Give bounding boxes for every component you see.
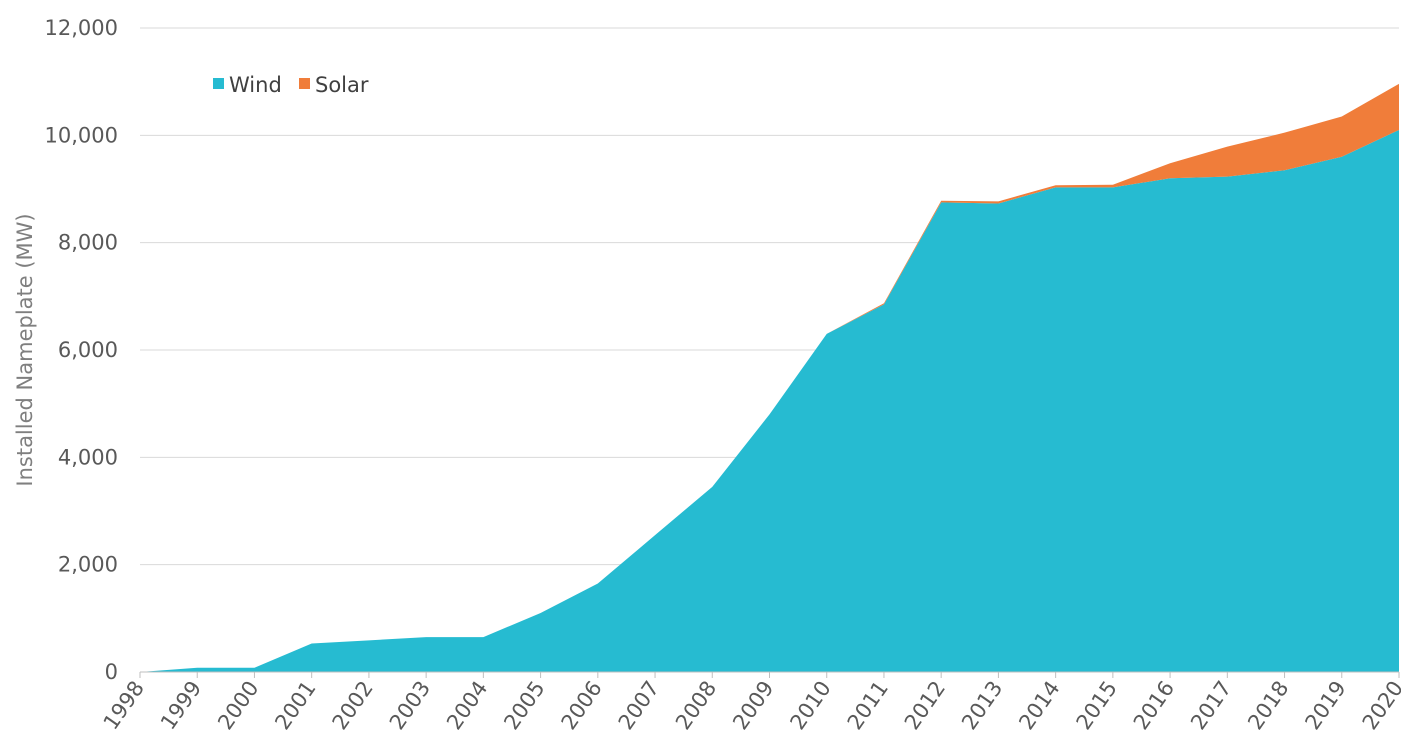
x-tick-label-2009: 2009 xyxy=(728,677,778,735)
y-tick-labels: 0 2,000 4,000 6,000 8,000 10,000 12,000 xyxy=(45,16,118,684)
axes xyxy=(139,671,1400,678)
x-tick-label-2015: 2015 xyxy=(1072,677,1122,735)
y-axis-title: Installed Nameplate (MW) xyxy=(13,213,37,486)
x-tick-label-2006: 2006 xyxy=(557,677,607,735)
x-tick-label-2018: 2018 xyxy=(1243,677,1293,735)
y-tick-label-12,000: 12,000 xyxy=(45,16,118,40)
x-tick-label-2016: 2016 xyxy=(1129,677,1179,735)
legend-label-solar: Solar xyxy=(315,73,369,97)
y-tick-label-6,000: 6,000 xyxy=(58,338,118,362)
x-tick-label-2012: 2012 xyxy=(900,677,950,735)
x-tick-label-2011: 2011 xyxy=(843,677,893,735)
x-tick-label-2000: 2000 xyxy=(213,677,263,735)
x-tick-label-2004: 2004 xyxy=(442,677,492,735)
y-tick-label-10,000: 10,000 xyxy=(45,123,118,147)
y-tick-label-4,000: 4,000 xyxy=(58,445,118,469)
area-wind xyxy=(140,129,1399,672)
legend: Wind Solar xyxy=(213,73,369,97)
x-tick-label-2019: 2019 xyxy=(1300,677,1350,735)
y-tick-label-0: 0 xyxy=(105,660,118,684)
x-tick-label-2001: 2001 xyxy=(270,677,320,735)
x-tick-labels: 1998 1999 2000 2001 2002 2003 2004 2005 2006 2007… xyxy=(99,677,1401,735)
x-tick-label-1998: 1998 xyxy=(99,677,149,735)
legend-swatch-solar xyxy=(299,78,310,89)
x-tick-label-2014: 2014 xyxy=(1014,677,1064,735)
y-tick-label-2,000: 2,000 xyxy=(58,553,118,577)
x-tick-label-2008: 2008 xyxy=(671,677,721,735)
x-tick-label-2003: 2003 xyxy=(385,677,435,735)
x-tick-label-2007: 2007 xyxy=(614,677,664,735)
y-tick-label-8,000: 8,000 xyxy=(58,231,118,255)
x-tick-label-2005: 2005 xyxy=(499,677,549,735)
legend-swatch-wind xyxy=(213,78,224,89)
x-tick-label-2002: 2002 xyxy=(328,677,378,735)
x-tick-label-2017: 2017 xyxy=(1186,677,1236,735)
x-tick-label-2013: 2013 xyxy=(957,677,1007,735)
x-tick-label-2020: 2020 xyxy=(1358,677,1401,735)
legend-label-wind: Wind xyxy=(229,73,282,97)
x-tick-label-1999: 1999 xyxy=(156,677,206,735)
x-tick-label-2010: 2010 xyxy=(785,677,835,735)
area-solar xyxy=(140,83,1399,672)
area-series xyxy=(140,83,1399,672)
